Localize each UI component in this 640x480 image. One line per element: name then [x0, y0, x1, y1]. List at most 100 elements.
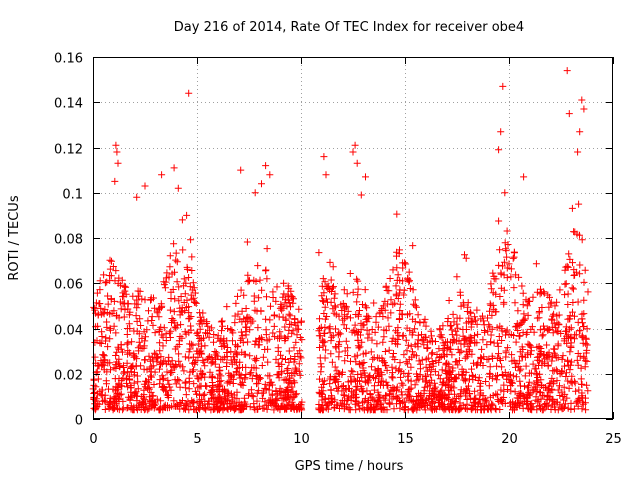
- tick-labels: 0 0.02 0.04 0.06 0.08 0.1 0.12 0.14 0.16 0 5 10 15 20…: [54, 52, 622, 448]
- data-point: [194, 384, 202, 392]
- data-point: [501, 189, 509, 197]
- data-point: [263, 275, 271, 283]
- data-point: [428, 349, 436, 357]
- y-tick-label: 0.16: [54, 52, 83, 67]
- data-point: [112, 329, 120, 337]
- data-point: [266, 379, 274, 387]
- data-point: [146, 365, 154, 373]
- data-point: [201, 342, 209, 350]
- data-point: [347, 367, 355, 375]
- data-point: [477, 389, 485, 397]
- data-point: [583, 357, 591, 365]
- data-point: [479, 336, 487, 344]
- data-point: [583, 381, 591, 389]
- data-point: [544, 402, 552, 410]
- data-point: [353, 393, 360, 401]
- data-point: [568, 358, 576, 366]
- data-point: [155, 313, 163, 321]
- data-point: [426, 337, 434, 345]
- data-point: [453, 358, 461, 366]
- data-point: [256, 335, 264, 343]
- data-point: [229, 337, 236, 345]
- data-point: [195, 375, 203, 383]
- data-point: [560, 396, 568, 404]
- data-point: [107, 326, 114, 334]
- data-point: [278, 355, 286, 363]
- data-point: [496, 396, 504, 404]
- data-point: [381, 362, 389, 370]
- data-point: [563, 369, 570, 377]
- data-point: [547, 298, 555, 306]
- data-point: [562, 263, 570, 271]
- y-axis-label: ROTI / TECUs: [7, 195, 22, 280]
- data-point: [165, 273, 173, 281]
- data-point: [556, 382, 563, 390]
- data-point: [537, 348, 545, 355]
- data-point: [108, 309, 116, 317]
- data-point: [159, 333, 167, 341]
- data-point: [356, 343, 364, 351]
- data-point: [133, 296, 141, 304]
- data-point: [519, 289, 527, 297]
- data-point: [108, 257, 115, 265]
- data-point: [91, 353, 99, 361]
- data-point: [276, 385, 284, 393]
- data-point: [295, 360, 303, 368]
- data-point: [425, 364, 433, 371]
- data-point: [435, 345, 443, 353]
- data-point: [483, 356, 491, 363]
- data-point: [439, 346, 447, 354]
- data-point: [575, 200, 583, 208]
- data-point: [158, 171, 166, 179]
- data-point: [431, 403, 439, 410]
- data-point: [107, 366, 114, 374]
- data-point: [246, 326, 254, 334]
- data-point: [238, 334, 246, 342]
- data-point: [172, 362, 180, 370]
- data-point: [473, 361, 480, 369]
- data-point: [165, 380, 173, 388]
- x-tick-label: 5: [193, 432, 201, 447]
- x-tick-label: 15: [397, 432, 414, 447]
- data-point: [567, 333, 575, 341]
- data-point: [275, 374, 283, 382]
- data-point: [298, 336, 306, 344]
- data-point: [287, 287, 295, 295]
- data-point: [423, 377, 431, 385]
- data-point: [562, 280, 570, 288]
- data-point: [359, 350, 367, 358]
- data-point: [90, 393, 98, 401]
- data-point: [482, 378, 490, 385]
- data-point: [405, 355, 413, 363]
- data-point: [579, 323, 587, 330]
- data-point: [457, 347, 465, 355]
- x-tick-label: 20: [501, 432, 518, 447]
- data-point: [330, 309, 338, 317]
- data-point: [158, 360, 166, 368]
- data-point: [147, 296, 154, 304]
- data-point: [566, 366, 574, 374]
- data-point: [489, 269, 497, 277]
- data-point: [371, 382, 378, 390]
- data-point: [524, 351, 532, 359]
- data-point: [318, 396, 326, 404]
- data-point: [150, 402, 158, 410]
- data-point: [97, 340, 105, 347]
- data-point: [550, 349, 558, 357]
- data-point: [563, 262, 571, 270]
- data-point: [276, 406, 284, 414]
- data-point: [254, 405, 262, 413]
- data-point: [576, 270, 584, 278]
- data-point: [142, 399, 150, 407]
- data-point: [317, 360, 325, 368]
- data-point: [391, 356, 399, 363]
- data-point: [552, 366, 560, 374]
- data-point: [173, 258, 181, 266]
- data-point: [503, 253, 511, 261]
- data-point: [353, 327, 361, 335]
- data-point: [538, 332, 546, 340]
- data-point: [349, 368, 357, 376]
- data-point: [203, 356, 211, 363]
- data-point: [581, 357, 589, 365]
- data-point: [444, 374, 452, 382]
